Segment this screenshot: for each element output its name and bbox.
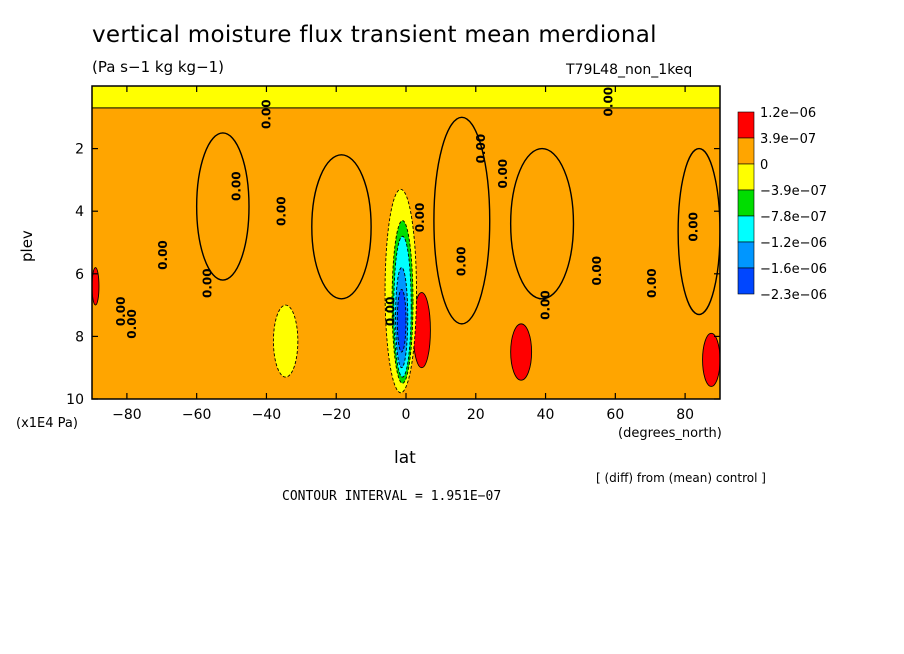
contour-label-3: 0.00: [200, 268, 214, 298]
contour-label-12: 0.00: [590, 256, 604, 286]
y-axis-label: plev: [18, 230, 36, 262]
x-tick-label-4: 0: [402, 407, 411, 423]
y-tick-label-2: 6: [75, 267, 84, 283]
x-axis-label: lat: [394, 448, 416, 468]
legend-label-4: −7.8e−07: [760, 210, 827, 225]
legend-swatch-1: [737, 137, 755, 165]
y-tick-label-4: 10: [66, 392, 84, 408]
legend-swatch-0: [737, 111, 755, 139]
contour-label-4: 0.00: [230, 171, 244, 201]
legend-swatch-3: [737, 189, 755, 217]
contour-region-0: [195, 132, 250, 281]
contour-label-8: 0.00: [455, 246, 469, 276]
contour-label-1: 0.00: [125, 309, 139, 339]
legend-swatch-6: [737, 267, 755, 295]
x-tick-label-1: −60: [182, 407, 212, 423]
contour-label-15: 0.00: [687, 212, 701, 242]
x-tick-label-5: 20: [467, 407, 485, 423]
legend-label-1: 3.9e−07: [760, 132, 816, 147]
x-tick-label-0: −80: [112, 407, 142, 423]
contour-label-6: 0.00: [383, 297, 397, 327]
legend-label-7: −2.3e−06: [760, 288, 827, 303]
y-tick-label-0: 2: [75, 142, 84, 158]
contour-label-0: 0.00: [114, 297, 128, 327]
y-tick-label-1: 4: [75, 204, 84, 220]
contour-label-10: 0.00: [496, 159, 510, 189]
x-tick-label-7: 60: [606, 407, 624, 423]
legend-label-2: 0: [760, 158, 768, 173]
chart-title: vertical moisture flux transient mean me…: [92, 22, 657, 48]
diff-note: [ (diff) from (mean) control ]: [596, 471, 766, 485]
y-tick-label-3: 8: [75, 329, 84, 345]
y-axis-unit: (x1E4 Pa): [16, 416, 78, 431]
contour-label-2: 0.00: [156, 240, 170, 270]
contour-label-7: 0.00: [413, 203, 427, 233]
contour-region-2: [433, 116, 491, 325]
legend-label-5: −1.2e−06: [760, 236, 827, 251]
legend-swatch-2: [737, 163, 755, 191]
contour-region-6: [510, 323, 533, 381]
contour-label-16: 0.00: [260, 99, 274, 129]
chart-units: (Pa s−1 kg kg−1): [92, 58, 225, 76]
contour-region-9: [272, 304, 299, 378]
upper-level-band: [92, 86, 720, 109]
contour-label-14: 0.00: [645, 268, 659, 298]
x-axis-unit: (degrees_north): [618, 426, 722, 441]
legend-swatch-5: [737, 241, 755, 269]
contour-region-1: [311, 154, 372, 300]
legend-label-6: −1.6e−06: [760, 262, 827, 277]
legend-swatch-4: [737, 215, 755, 243]
contour-region-3: [509, 147, 575, 300]
x-tick-label-3: −20: [321, 407, 351, 423]
contour-region-8: [92, 267, 100, 306]
contour-label-13: 0.00: [602, 87, 616, 117]
contour-label-9: 0.00: [474, 134, 488, 164]
contour-label-5: 0.00: [274, 196, 288, 226]
x-tick-label-6: 40: [537, 407, 555, 423]
contour-region-7: [702, 332, 720, 387]
legend-label-0: 1.2e−06: [760, 106, 816, 121]
contour-interval: CONTOUR INTERVAL = 1.951E−07: [282, 489, 502, 504]
contour-region-14: [396, 289, 407, 353]
run-label: T79L48_non_1keq: [566, 62, 693, 78]
x-tick-label-8: 80: [676, 407, 694, 423]
x-tick-label-2: −40: [252, 407, 282, 423]
contour-label-11: 0.00: [539, 290, 553, 320]
legend-label-3: −3.9e−07: [760, 184, 827, 199]
